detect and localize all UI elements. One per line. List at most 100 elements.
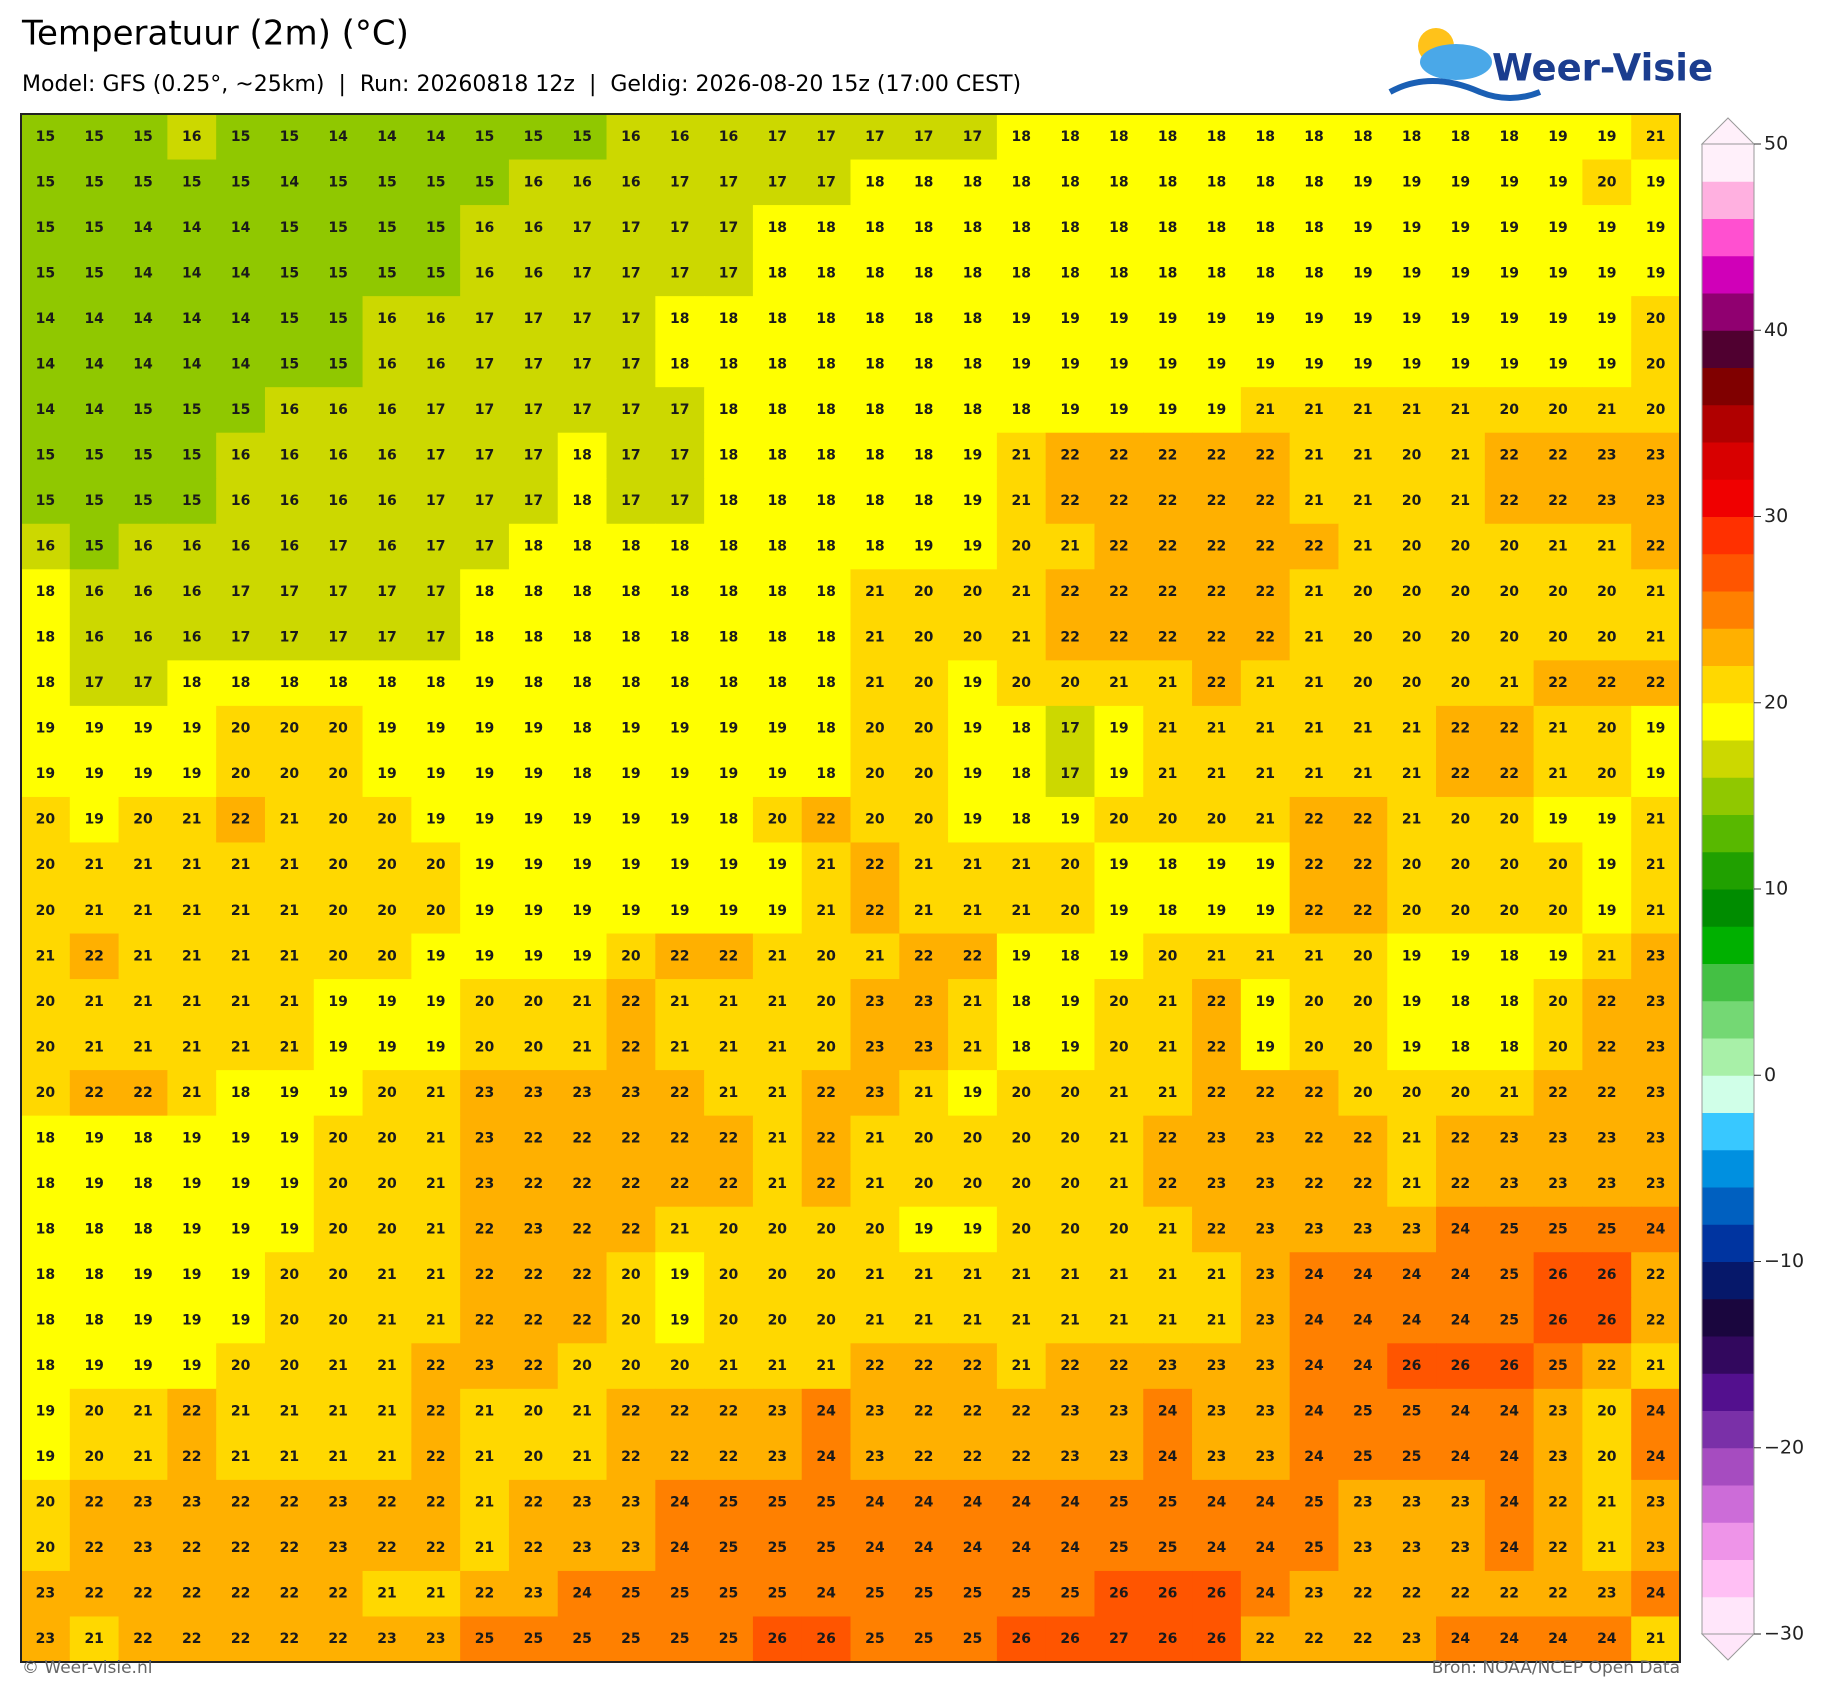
temperature-label: 22	[1256, 539, 1275, 555]
temperature-label: 20	[36, 812, 56, 828]
temperature-cell	[801, 705, 851, 752]
temperature-cell	[557, 1479, 608, 1526]
temperature-label: 19	[621, 766, 640, 782]
temperature-label: 20	[816, 948, 836, 964]
temperature-label: 18	[572, 766, 591, 782]
temperature-cell	[264, 933, 315, 980]
colorbar-band	[1702, 1298, 1754, 1337]
temperature-cell	[362, 341, 412, 388]
temperature-cell	[850, 569, 900, 616]
temperature-cell	[1484, 614, 1535, 661]
temperature-label: 20	[816, 1313, 836, 1329]
temperature-label: 20	[377, 903, 397, 919]
temperature-label: 22	[1304, 1085, 1323, 1101]
temperature-cell	[411, 705, 461, 752]
temperature-cell	[606, 205, 656, 252]
temperature-cell	[21, 250, 71, 297]
temperature-cell	[1436, 1434, 1486, 1481]
temperature-cell	[1045, 387, 1095, 434]
temperature-cell	[850, 432, 900, 479]
temperature-label: 20	[1451, 539, 1471, 555]
temperature-label: 20	[1012, 1221, 1032, 1237]
temperature-cell	[1045, 1388, 1095, 1435]
temperature-cell	[69, 296, 120, 343]
temperature-cell	[996, 979, 1047, 1026]
temperature-cell	[1484, 387, 1535, 434]
temperature-label: 20	[914, 584, 934, 600]
temperature-cell	[704, 1252, 754, 1299]
temperature-label: 24	[1646, 1404, 1666, 1420]
temperature-label: 24	[1304, 1267, 1324, 1283]
temperature-cell	[606, 842, 656, 889]
temperature-label: 20	[328, 903, 348, 919]
temperature-cell	[411, 159, 461, 206]
temperature-label: 23	[1597, 1176, 1616, 1192]
temperature-label: 15	[280, 356, 299, 372]
temperature-cell	[69, 1252, 120, 1299]
temperature-cell	[1338, 1525, 1388, 1572]
temperature-cell	[801, 1161, 851, 1208]
temperature-label: 19	[1548, 356, 1567, 372]
temperature-label: 21	[1207, 766, 1226, 782]
temperature-label: 23	[1548, 1130, 1567, 1146]
temperature-cell	[948, 660, 998, 707]
temperature-label: 20	[1548, 584, 1568, 600]
temperature-label: 21	[133, 1404, 152, 1420]
temperature-cell	[1436, 1525, 1486, 1572]
temperature-label: 16	[280, 402, 299, 418]
temperature-label: 17	[1060, 721, 1079, 737]
temperature-cell	[118, 205, 168, 252]
temperature-cell	[948, 1115, 998, 1162]
temperature-cell	[1192, 159, 1242, 206]
temperature-cell	[1094, 341, 1144, 388]
temperature-cell	[704, 1161, 754, 1208]
temperature-cell	[1094, 842, 1144, 889]
temperature-label: 14	[133, 265, 153, 281]
temperature-cell	[801, 660, 851, 707]
temperature-cell	[1094, 979, 1144, 1026]
colorbar-tick-label: 20	[1764, 691, 1788, 713]
temperature-cell	[1289, 1479, 1339, 1526]
temperature-cell	[313, 159, 364, 206]
temperature-label: 21	[914, 903, 933, 919]
temperature-cell	[1338, 888, 1388, 935]
temperature-cell	[313, 751, 364, 798]
temperature-label: 25	[1548, 1358, 1567, 1374]
temperature-label: 15	[280, 220, 299, 236]
temperature-label: 25	[1109, 1540, 1128, 1556]
temperature-cell	[264, 296, 315, 343]
temperature-label: 23	[1060, 1449, 1079, 1465]
temperature-cell	[752, 569, 803, 616]
temperature-label: 18	[719, 675, 738, 691]
temperature-label: 23	[1256, 1313, 1275, 1329]
temperature-label: 21	[182, 857, 201, 873]
temperature-label: 19	[1499, 356, 1518, 372]
temperature-label: 19	[572, 948, 591, 964]
temperature-label: 18	[1207, 220, 1226, 236]
temperature-cell	[1289, 705, 1339, 752]
temperature-cell	[69, 569, 120, 616]
temperature-label: 21	[1207, 948, 1226, 964]
temperature-label: 24	[1451, 1404, 1471, 1420]
temperature-cell	[996, 614, 1047, 661]
temperature-cell	[1582, 660, 1632, 707]
temperature-cell	[557, 569, 608, 616]
temperature-label: 26	[1207, 1586, 1226, 1602]
temperature-cell	[704, 250, 754, 297]
temperature-label: 20	[36, 903, 56, 919]
temperature-cell	[1240, 205, 1291, 252]
temperature-label: 19	[1256, 356, 1275, 372]
temperature-label: 22	[621, 1130, 640, 1146]
temperature-label: 21	[377, 1267, 396, 1283]
temperature-cell	[1338, 114, 1388, 161]
temperature-label: 18	[719, 356, 738, 372]
temperature-label: 21	[1304, 493, 1323, 509]
temperature-cell	[948, 114, 998, 161]
temperature-cell	[1289, 1388, 1339, 1435]
temperature-label: 15	[475, 174, 494, 190]
temperature-label: 22	[1060, 447, 1079, 463]
temperature-cell	[899, 979, 949, 1026]
temperature-cell	[557, 205, 608, 252]
temperature-label: 21	[1597, 1495, 1616, 1511]
temperature-cell	[850, 1206, 900, 1253]
